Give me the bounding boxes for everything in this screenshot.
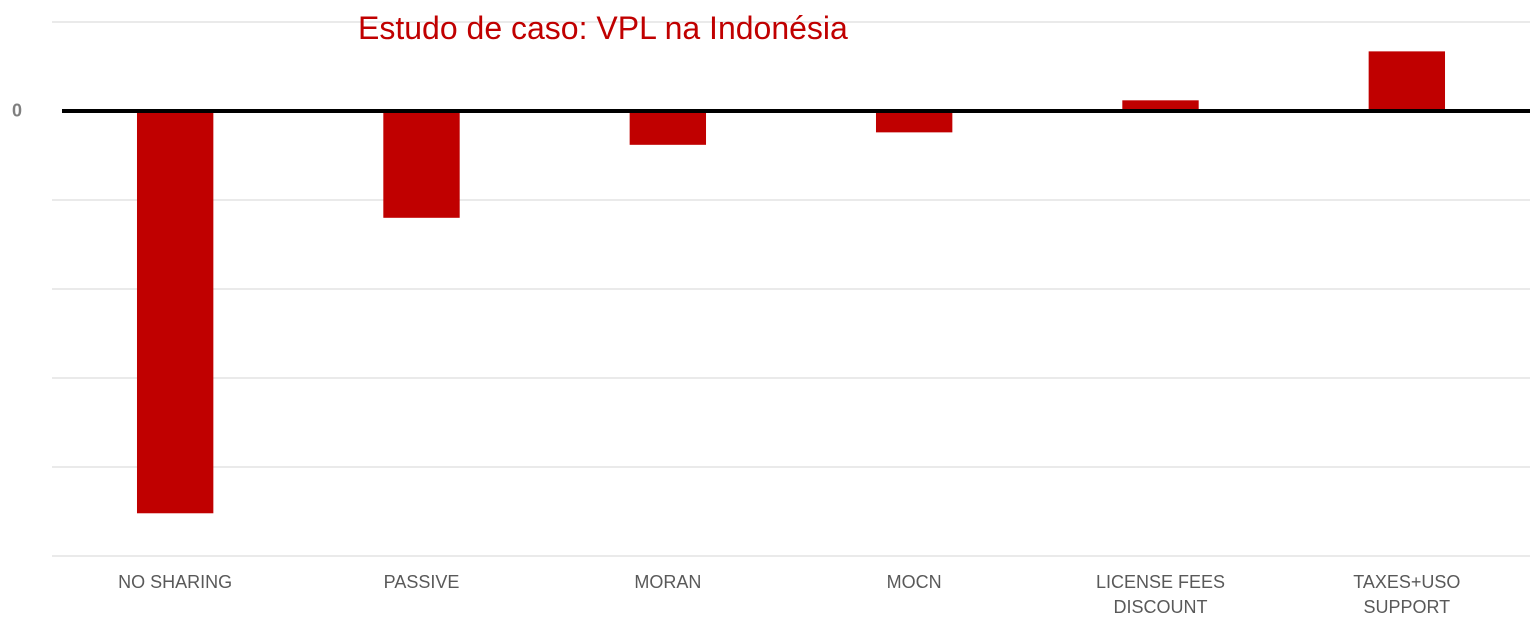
bar: [136, 111, 214, 514]
x-tick-label: NO SHARING: [118, 572, 233, 592]
bar: [875, 111, 953, 133]
x-tick-label: TAXES+USO SUPPORT: [1353, 572, 1461, 617]
bar: [629, 111, 707, 145]
bar: [383, 111, 460, 218]
x-tick-label: MOCN: [886, 572, 942, 592]
y-tick-label: 0: [12, 100, 23, 121]
x-tick-label: LICENSE FEES DISCOUNT: [1095, 572, 1226, 617]
x-tick-label: MORAN: [634, 572, 702, 592]
bar: [1368, 51, 1446, 111]
chart-title: Estudo de caso: VPL na Indonésia: [358, 10, 848, 46]
x-tick-label: PASSIVE: [383, 572, 460, 592]
bar: [1122, 100, 1199, 111]
